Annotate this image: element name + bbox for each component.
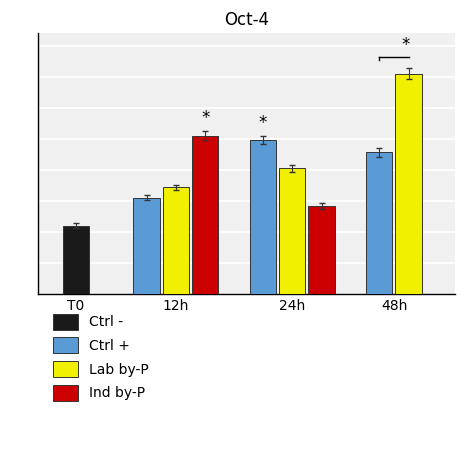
Bar: [366, 152, 392, 294]
Bar: [309, 206, 335, 294]
Bar: [163, 187, 189, 294]
Bar: [279, 168, 305, 294]
Bar: [134, 198, 160, 294]
Bar: [395, 73, 422, 294]
Title: Oct-4: Oct-4: [224, 11, 269, 29]
Text: *: *: [201, 109, 210, 127]
Legend: Ctrl -, Ctrl +, Lab by-P, Ind by-P: Ctrl -, Ctrl +, Lab by-P, Ind by-P: [53, 314, 149, 401]
Text: *: *: [402, 36, 410, 54]
Bar: [250, 140, 276, 294]
Bar: [63, 226, 89, 294]
Bar: [192, 136, 219, 294]
Text: *: *: [259, 114, 267, 132]
